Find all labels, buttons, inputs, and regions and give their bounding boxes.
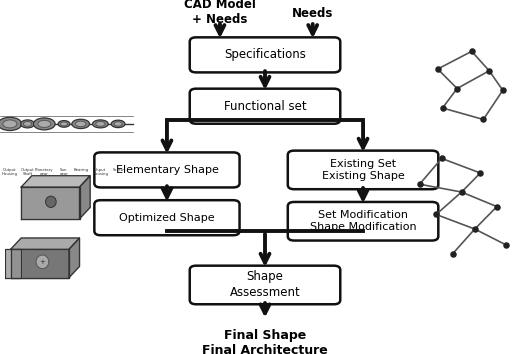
FancyBboxPatch shape	[94, 152, 240, 188]
Text: Optimized Shape: Optimized Shape	[119, 213, 215, 223]
Text: Elementary Shape: Elementary Shape	[116, 165, 218, 175]
FancyBboxPatch shape	[94, 200, 240, 235]
FancyBboxPatch shape	[190, 266, 340, 304]
Text: Needs: Needs	[292, 7, 333, 19]
Text: Existing Set
Existing Shape: Existing Set Existing Shape	[322, 159, 404, 181]
FancyBboxPatch shape	[190, 38, 340, 73]
FancyBboxPatch shape	[190, 89, 340, 124]
FancyBboxPatch shape	[288, 202, 438, 241]
Text: Functional set: Functional set	[224, 100, 306, 113]
Text: Final Shape
Final Architecture: Final Shape Final Architecture	[202, 329, 328, 354]
FancyBboxPatch shape	[288, 151, 438, 189]
Text: CAD Model
+ Needs: CAD Model + Needs	[184, 0, 256, 27]
Text: Specifications: Specifications	[224, 48, 306, 61]
Text: Shape
Assessment: Shape Assessment	[229, 270, 301, 299]
Text: Set Modification
Shape Modification: Set Modification Shape Modification	[310, 210, 417, 233]
